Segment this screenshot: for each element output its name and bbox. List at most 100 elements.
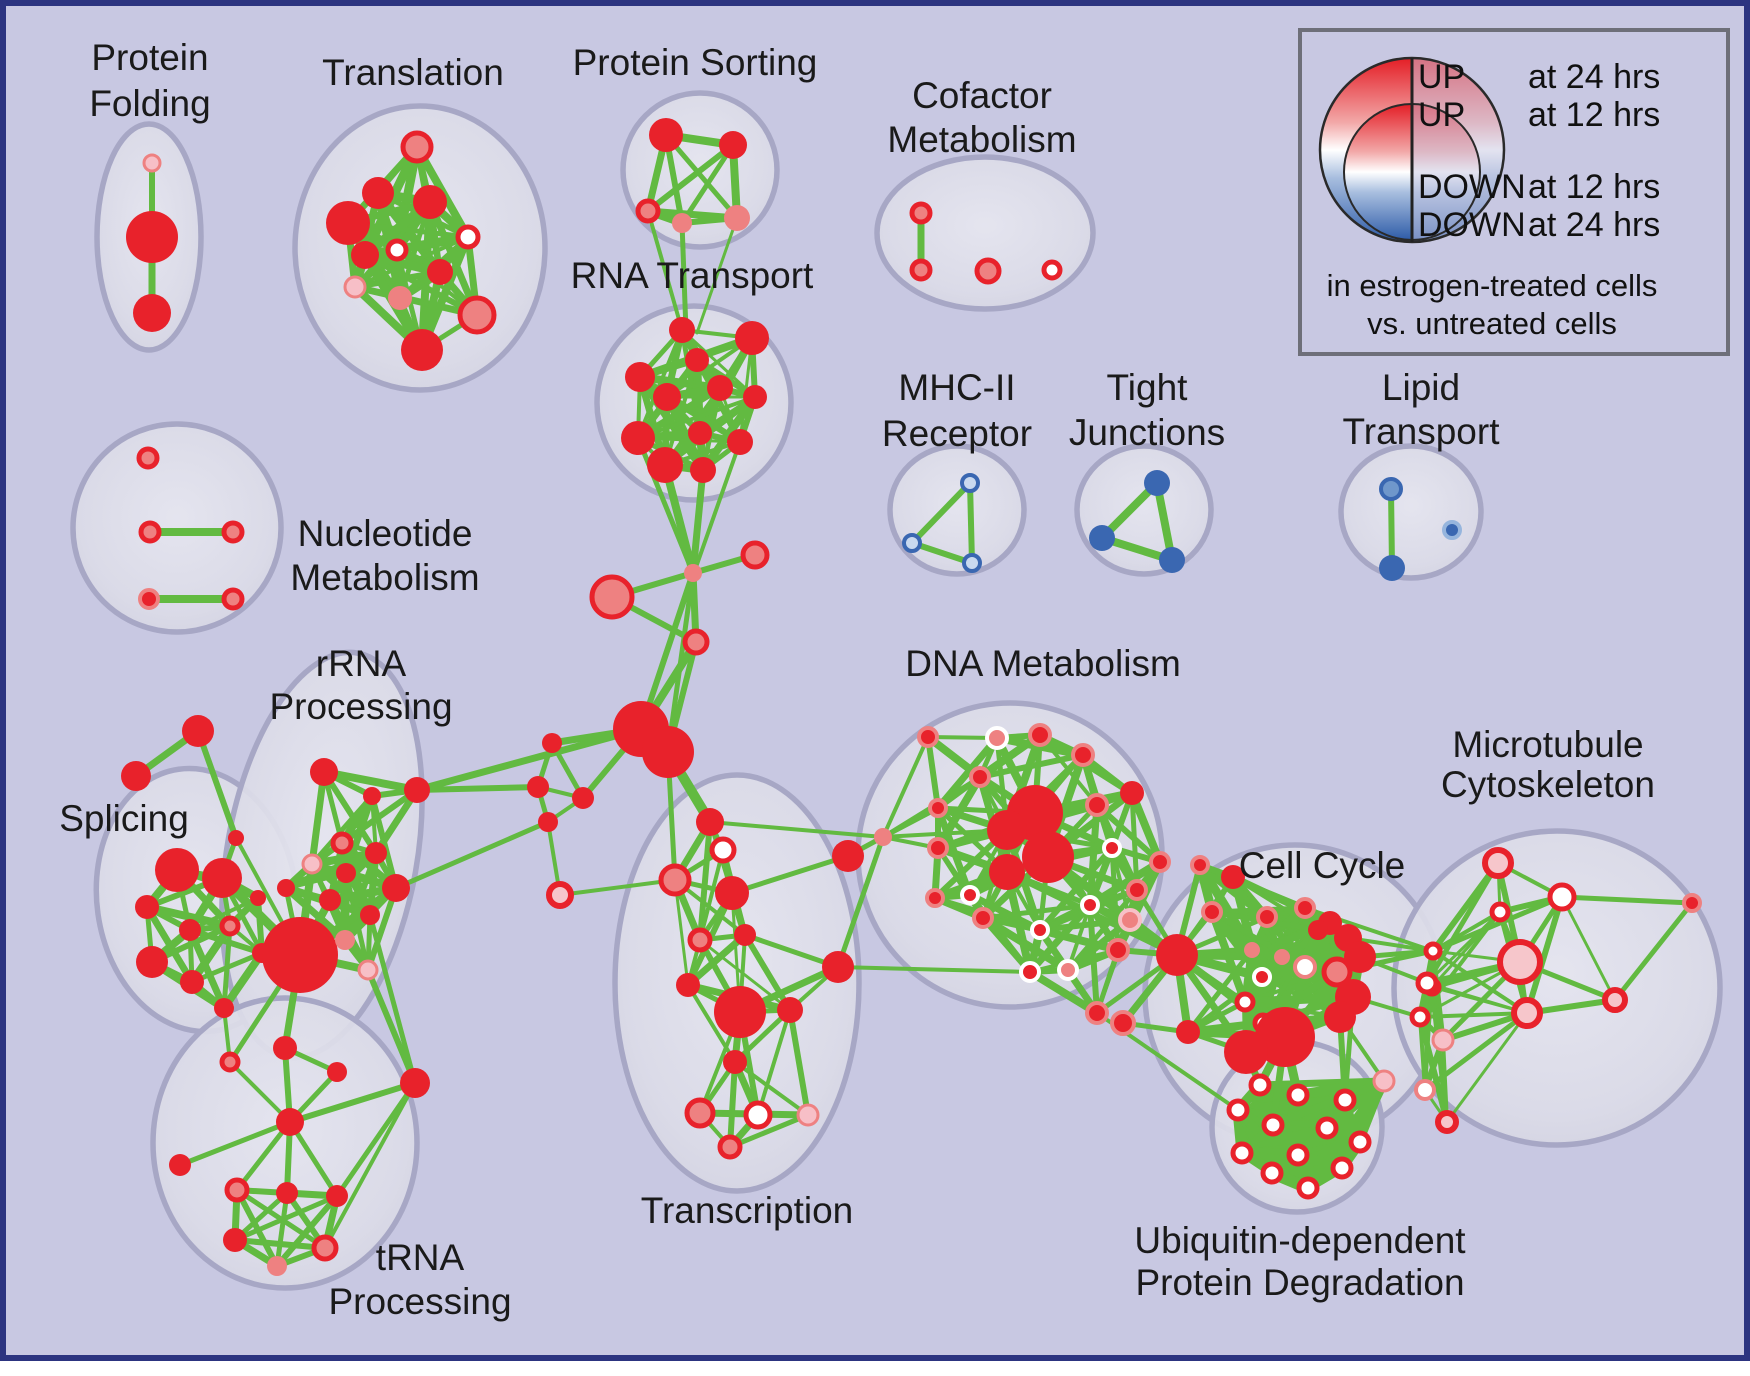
- edge: [742, 932, 793, 1013]
- node: [357, 959, 379, 981]
- node: [1296, 1176, 1320, 1200]
- edge: [1195, 860, 1257, 955]
- node: [133, 294, 171, 332]
- node: [658, 863, 692, 897]
- legend-caption-line: in estrogen-treated cells: [1327, 268, 1658, 303]
- edge: [1388, 486, 1395, 571]
- edge: [1229, 873, 1266, 981]
- edge: [673, 878, 690, 987]
- cluster-label-line: RNA Transport: [571, 255, 814, 296]
- edge: [835, 834, 886, 970]
- edge: [1208, 908, 1266, 981]
- edge: [787, 1007, 811, 1118]
- node: [1089, 525, 1115, 551]
- edge: [909, 540, 975, 566]
- node: [319, 889, 341, 911]
- node: [1547, 882, 1577, 912]
- cluster-label-line: Transcription: [641, 1190, 853, 1231]
- node: [311, 1234, 339, 1262]
- node: [1348, 1130, 1372, 1154]
- node: [1156, 934, 1198, 976]
- node: [974, 257, 1002, 285]
- node: [1159, 547, 1185, 573]
- cluster-label-line: Folding: [89, 83, 210, 124]
- edge: [1612, 900, 1695, 1003]
- node: [310, 758, 338, 786]
- node: [688, 421, 712, 445]
- node: [1274, 949, 1290, 965]
- node: [1028, 723, 1052, 747]
- node: [327, 1062, 347, 1082]
- cluster-tight-junctions-label: Tight Junctions: [1069, 367, 1225, 453]
- edge: [362, 252, 480, 318]
- node: [362, 177, 394, 209]
- node: [1497, 939, 1543, 985]
- node: [1423, 941, 1443, 961]
- node: [223, 1228, 247, 1252]
- node: [707, 375, 733, 401]
- edge: [1559, 894, 1695, 906]
- legend-row-time: at 12 hrs: [1528, 168, 1660, 206]
- node: [972, 907, 994, 929]
- node: [1110, 1010, 1136, 1036]
- edge: [836, 965, 1032, 974]
- edge: [1425, 910, 1502, 985]
- node: [1315, 1116, 1339, 1140]
- edge: [367, 912, 418, 1086]
- edge: [967, 480, 975, 566]
- node: [273, 1036, 297, 1060]
- nodes: [121, 118, 1702, 1276]
- node: [262, 917, 338, 993]
- node: [276, 1108, 304, 1136]
- edge: [1208, 908, 1249, 1006]
- node: [1415, 971, 1439, 995]
- node: [155, 848, 199, 892]
- node: [365, 842, 387, 864]
- node: [1221, 865, 1245, 889]
- node: [676, 973, 700, 997]
- node: [179, 919, 201, 941]
- node: [1602, 987, 1628, 1013]
- node: [625, 362, 655, 392]
- node: [1255, 1007, 1315, 1067]
- node: [1071, 743, 1095, 767]
- node: [669, 317, 695, 343]
- edge: [414, 784, 541, 793]
- edge: [1346, 936, 1435, 953]
- node: [1511, 997, 1543, 1029]
- legend-row-time: at 12 hrs: [1528, 96, 1660, 134]
- node: [714, 986, 766, 1038]
- node: [902, 533, 922, 553]
- node: [734, 924, 756, 946]
- node: [1321, 956, 1353, 988]
- edge: [1445, 1011, 1529, 1124]
- node: [136, 946, 168, 978]
- node: [228, 830, 244, 846]
- node: [1308, 920, 1328, 940]
- edge: [1026, 968, 1101, 1017]
- node: [1149, 851, 1171, 873]
- edge: [636, 328, 684, 440]
- node: [1286, 1083, 1310, 1107]
- edge: [413, 725, 645, 794]
- node: [740, 540, 770, 570]
- edge: [1441, 1038, 1449, 1124]
- legend-faded-half: [1412, 58, 1504, 242]
- node: [1057, 959, 1079, 981]
- node: [1144, 470, 1170, 496]
- edge: [1423, 981, 1429, 1092]
- cluster-transcription-label: Transcription: [641, 1190, 853, 1231]
- node: [796, 1103, 820, 1127]
- node: [989, 854, 1025, 890]
- node: [330, 831, 354, 855]
- edge: [645, 142, 736, 214]
- cluster-label-line: Microtubule: [1452, 724, 1643, 765]
- node: [1019, 961, 1041, 983]
- cluster-label-line: Nucleotide: [298, 513, 473, 554]
- legend-row-time: at 24 hrs: [1528, 206, 1660, 244]
- edge: [189, 950, 265, 985]
- node: [642, 726, 694, 778]
- node: [684, 1097, 716, 1129]
- node: [1293, 955, 1317, 979]
- node: [696, 808, 724, 836]
